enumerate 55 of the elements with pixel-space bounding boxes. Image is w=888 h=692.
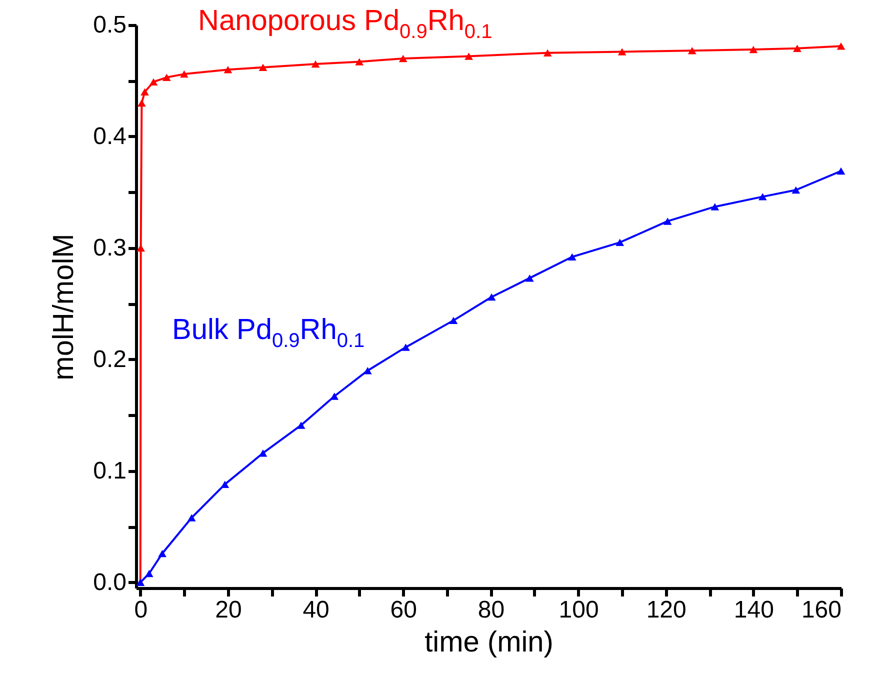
y-tick-label: 0.2: [93, 346, 126, 373]
point: [220, 480, 230, 488]
point: [140, 88, 149, 96]
point: [836, 167, 846, 175]
point: [402, 344, 410, 351]
series-label: Nanoporous Pd$_{0.9}$Rh$_{0.1}$: [198, 5, 492, 43]
point: [749, 46, 758, 54]
point: [543, 49, 552, 56]
y-tick-label: 0.5: [93, 12, 126, 38]
point: [792, 186, 800, 194]
point: [836, 42, 846, 50]
point: [258, 64, 268, 71]
point: [758, 193, 767, 200]
x-tick-label: 80: [478, 596, 505, 624]
x-tick-label: 120: [646, 596, 686, 624]
x-tick-label: 100: [558, 596, 599, 624]
point: [487, 293, 496, 301]
point: [355, 58, 364, 66]
point: [311, 60, 320, 68]
point: [363, 366, 372, 374]
point: [398, 54, 408, 62]
point: [330, 392, 339, 400]
point: [464, 52, 473, 60]
point: [793, 44, 802, 52]
y-tick-label: 0.3: [93, 234, 126, 262]
x-tick-label: 60: [390, 596, 417, 624]
point: [138, 99, 146, 107]
x-tick-label: 140: [734, 596, 774, 624]
point: [162, 74, 171, 82]
point: [710, 203, 720, 210]
point: [149, 78, 158, 86]
point: [187, 514, 196, 522]
point: [258, 449, 268, 457]
x-tick-label: 40: [302, 596, 330, 624]
x-tick-label: 160: [801, 596, 842, 624]
series-label: Bulk Pd$_{0.9}$Rh$_{0.1}$: [172, 314, 365, 352]
x-tick-label: 0: [134, 596, 148, 624]
x-axis-title: time (min): [424, 626, 554, 658]
point: [224, 66, 232, 74]
point: [158, 550, 166, 558]
y-axis-title: molH/molM: [48, 234, 80, 380]
y-tick-label: 0.0: [93, 568, 126, 596]
y-tick-label: 0.4: [93, 122, 126, 150]
x-tick-label: 20: [215, 596, 242, 624]
point: [618, 48, 626, 56]
point: [449, 316, 458, 324]
y-tick-label: 0.1: [93, 457, 126, 484]
point: [525, 274, 534, 282]
point: [296, 422, 306, 429]
point: [568, 253, 576, 261]
point: [180, 70, 188, 78]
point: [688, 47, 696, 54]
point: [616, 238, 624, 246]
point: [144, 570, 154, 578]
point: [663, 218, 672, 225]
